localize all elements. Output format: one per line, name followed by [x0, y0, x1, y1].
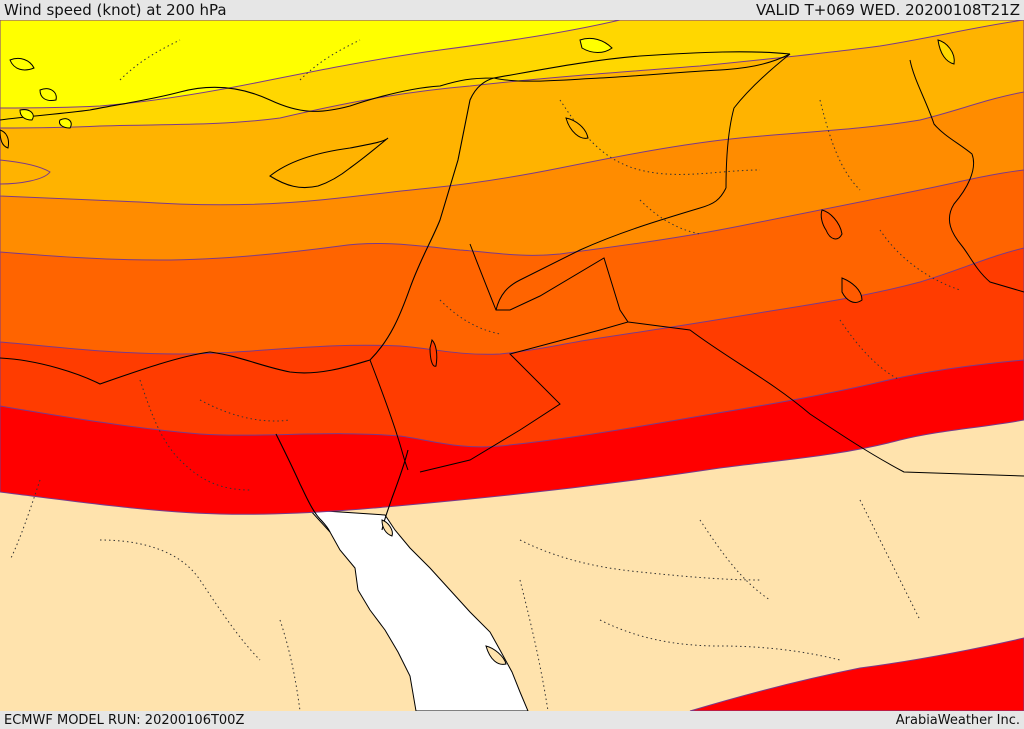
coastline-levant-egypt [0, 77, 495, 385]
border-iraq-saudi [627, 321, 1024, 477]
island-crete-fragment [0, 129, 9, 149]
valid-time: VALID T+069 WED. 20200108T21Z [755, 1, 1020, 19]
band-7-southeast [689, 637, 1024, 711]
header-bar: Wind speed (knot) at 200 hPa VALID T+069… [0, 0, 1024, 20]
coastline-cyprus [269, 137, 389, 189]
chart-title: Wind speed (knot) at 200 hPa [4, 1, 227, 19]
wind-speed-map [0, 20, 1024, 711]
aegean-islands [9, 57, 72, 129]
province-lines [9, 39, 961, 711]
lake-razazza [841, 277, 863, 303]
border-syria-iraq-north [725, 53, 791, 189]
lake-urmia [937, 39, 955, 65]
footer-bar: ECMWF MODEL RUN: 20200106T00Z ArabiaWeat… [0, 711, 1024, 729]
band-1-yellow [0, 20, 621, 109]
red-sea [308, 509, 529, 711]
border-egypt-israel [369, 359, 409, 471]
lake-van [579, 37, 613, 53]
border-iraq-iran [909, 59, 1024, 293]
red-sea-islands [381, 519, 507, 665]
map-frame [0, 20, 1024, 711]
border-syria-iraq [495, 187, 727, 311]
model-run: ECMWF MODEL RUN: 20200106T00Z [4, 712, 245, 728]
band-3-lobe [0, 159, 51, 185]
lake-tharthar [820, 209, 843, 240]
border-turkey-syria [493, 53, 791, 82]
lake-assad [565, 117, 589, 139]
credit: ArabiaWeather Inc. [895, 712, 1020, 728]
coastline-dead-sea [429, 339, 438, 367]
coastline-turkey-south [0, 51, 791, 121]
coastline-gulf-suez [275, 433, 331, 533]
